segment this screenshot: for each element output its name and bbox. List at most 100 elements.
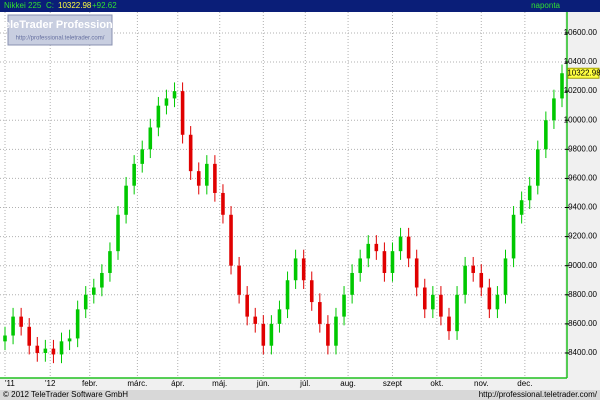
candle-body (180, 91, 185, 135)
candle-body (164, 98, 169, 106)
candle-body (439, 294, 443, 317)
candle-body (35, 345, 40, 353)
candle-body (253, 316, 258, 324)
candle-body (471, 265, 475, 273)
x-tick-label: nov. (474, 379, 489, 388)
candle-body (318, 302, 322, 324)
candle-body (269, 323, 274, 346)
candle-body (447, 316, 451, 332)
x-tick-label: '11 (5, 379, 15, 388)
x-tick-label: jún. (256, 379, 270, 388)
candle-body (100, 272, 104, 288)
candle-body (527, 185, 532, 201)
candle-body (124, 185, 128, 215)
candle-body (132, 163, 136, 186)
candle-body (188, 134, 193, 172)
candle-body (285, 280, 290, 310)
last-price-box (567, 67, 600, 79)
candle-body (172, 91, 177, 99)
candle-body (350, 272, 354, 295)
candle-body (422, 287, 427, 310)
y-tick-label: 9400.00 (568, 203, 597, 212)
candle-body (229, 214, 233, 266)
candle-body (342, 294, 346, 317)
candle-body (19, 316, 23, 327)
candle-body (544, 120, 548, 150)
x-tick-label: máj. (212, 379, 227, 388)
x-tick-label: febr. (82, 379, 98, 388)
y-tick-label: 8800.00 (568, 290, 597, 299)
candle-body (390, 251, 395, 273)
y-tick-label: 9200.00 (568, 232, 597, 241)
candle-body (67, 338, 72, 342)
x-axis-panel (0, 378, 600, 390)
y-tick-label: 10200.00 (564, 86, 598, 95)
candle-body (11, 316, 15, 336)
candle-body (205, 163, 209, 186)
candle-body (535, 149, 540, 186)
close-value: 10322.98 (58, 1, 92, 10)
candle-body (309, 280, 314, 303)
watermark-title: TeleTrader Professional (0, 19, 122, 31)
candle-body (156, 105, 161, 128)
candle-body (43, 348, 48, 353)
candle-body (463, 265, 467, 295)
y-tick-label: 9600.00 (568, 174, 597, 183)
footer-left: © 2012 TeleTrader Software GmbH (3, 390, 128, 399)
candle-body (455, 294, 459, 332)
y-tick-label: 10400.00 (564, 57, 598, 66)
candle-body (301, 258, 306, 281)
candle-body (277, 309, 282, 324)
footer-bar (0, 390, 600, 400)
candle-body (552, 98, 556, 121)
watermark-url: http://professional.teletrader.com/ (16, 36, 105, 42)
candle-body (487, 287, 492, 310)
candle-body (293, 258, 298, 281)
candle-body (431, 294, 435, 310)
y-tick-label: 8600.00 (568, 319, 597, 328)
candle-body (92, 287, 96, 295)
candle-body (414, 258, 419, 288)
candle-body (27, 326, 32, 346)
candle-body (358, 258, 362, 273)
candle-body (511, 214, 516, 259)
candle-body (519, 200, 524, 215)
candle-body (75, 309, 80, 339)
candle-body (366, 243, 371, 259)
x-tick-label: '12 (45, 379, 56, 388)
candle-body (83, 294, 88, 310)
header-bar (0, 0, 600, 12)
candle-body (479, 272, 484, 288)
candle-body (334, 316, 338, 346)
y-tick-label: 10600.00 (564, 28, 598, 37)
candle-body (3, 335, 7, 342)
watermark-box (7, 14, 113, 46)
footer-right: http://professional.teletrader.com/ (479, 390, 598, 399)
symbol: Nikkei 225 (4, 1, 42, 10)
y-tick-label: 8400.00 (568, 348, 597, 357)
candle-body (213, 163, 217, 193)
x-tick-label: szept (383, 379, 403, 388)
plot: 8400.00 8600.00 8800.00 9000.00 9200.00 9400.… (0, 12, 598, 388)
candle-body (51, 348, 56, 355)
x-tick-label: ápr. (171, 379, 184, 388)
candle-body (59, 341, 64, 355)
candle-body (221, 192, 225, 215)
x-tick-label: okt. (430, 379, 443, 388)
candle-body (326, 323, 330, 346)
candle-body (196, 171, 201, 186)
x-tick-label: aug. (340, 379, 356, 388)
candle-body (148, 127, 153, 150)
period: naponta (531, 1, 560, 10)
candle-body (503, 258, 508, 295)
candle-body (374, 243, 379, 252)
candle-body (560, 73, 564, 99)
last-price-label: 10322.98 (567, 68, 600, 77)
candle-body (495, 294, 500, 310)
candle-body (398, 236, 403, 252)
x-tick-label: márc. (127, 379, 147, 388)
candle-body (108, 251, 112, 273)
y-tick-label: 10000.00 (564, 115, 598, 124)
